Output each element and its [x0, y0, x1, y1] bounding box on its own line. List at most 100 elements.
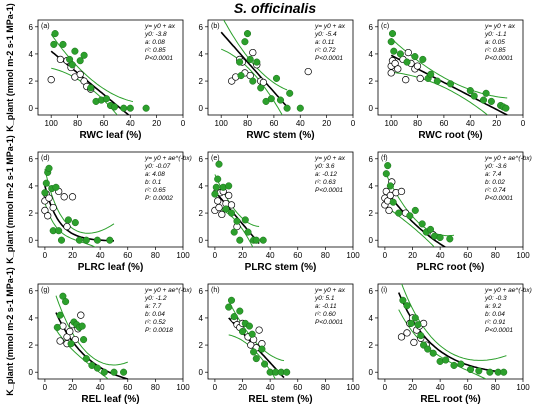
green-data-point [253, 58, 261, 66]
green-data-point [470, 92, 478, 100]
open-data-point [387, 69, 395, 77]
green-data-point [500, 368, 508, 376]
x-tick-label: 80 [491, 251, 500, 260]
open-data-point [76, 70, 84, 78]
green-data-point [106, 236, 114, 244]
fit-line [220, 31, 288, 108]
x-tick-label: 20 [68, 251, 77, 260]
green-data-point [248, 330, 256, 338]
open-data-point [215, 203, 223, 212]
y-tick-label: 4 [29, 314, 34, 323]
y-tick-label: 4 [29, 182, 34, 191]
annotation-line: P<0.0001 [485, 195, 513, 202]
open-data-point [385, 206, 393, 215]
panel-label: (c) [381, 23, 389, 30]
annotation-line: a: 0.08 [145, 39, 165, 46]
green-data-point [258, 345, 266, 353]
x-tick-label: 80 [491, 383, 500, 392]
green-data-point [71, 219, 79, 227]
green-data-point [42, 179, 50, 187]
y-tick-label: 0 [369, 236, 374, 245]
green-data-point [487, 97, 495, 105]
y-tick-label: 0 [199, 368, 204, 377]
green-data-point [52, 183, 60, 191]
green-data-point [384, 162, 392, 170]
green-data-point [296, 104, 304, 112]
open-data-point [56, 55, 65, 64]
green-data-point [227, 209, 236, 217]
green-data-point [389, 198, 397, 206]
green-data-point [237, 72, 245, 80]
x-tick-label: 100 [516, 251, 530, 260]
green-data-point [87, 84, 95, 92]
green-data-point [59, 40, 67, 48]
y-tick-label: 6 [369, 23, 374, 32]
annotation-line: b: 0.04 [145, 311, 165, 318]
ci-lower-line [228, 334, 276, 379]
annotation-line: a: 0.05 [485, 39, 505, 46]
open-data-point [77, 311, 85, 319]
annotation-line: y0: -0.3 [484, 295, 507, 302]
x-axis-label: PLRC root (%) [417, 262, 485, 273]
green-data-point [82, 236, 90, 244]
annotation-line: r²: 0.65 [145, 187, 166, 194]
ci-upper-line [44, 168, 115, 234]
green-data-point [286, 89, 294, 97]
green-data-point [71, 47, 79, 55]
annotation-line: y= y0 + ae^(-bx) [144, 287, 192, 294]
green-data-point [243, 30, 252, 38]
green-data-point [57, 236, 66, 244]
fit-line [384, 188, 447, 247]
green-data-point [403, 302, 411, 310]
open-data-point [410, 338, 418, 347]
fit-line [214, 190, 260, 245]
open-data-point [63, 222, 71, 231]
green-data-point [486, 368, 494, 376]
fit-line [44, 185, 114, 242]
green-data-point [238, 327, 247, 336]
ci-upper-line [55, 295, 128, 366]
fit-group [47, 30, 150, 115]
y-tick-label: 0 [29, 104, 34, 113]
green-data-point [429, 349, 437, 357]
open-data-point [60, 193, 68, 201]
x-tick-label: 100 [346, 251, 360, 260]
x-tick-label: 80 [321, 251, 330, 260]
open-data-point [403, 329, 411, 337]
plot-frame [377, 283, 524, 380]
panel-c: 0 2 4 6 100 80 60 40 20 0 (c) RWC root (%) y= y0 + a… [369, 19, 526, 141]
green-data-point [395, 209, 403, 217]
ci-lower-line [221, 48, 283, 115]
y-axis-label: K_plant (mmol m-2 s-1 MPa-1) [5, 3, 15, 132]
open-data-point [68, 193, 77, 201]
fit-group [41, 164, 115, 247]
ci-upper-line [50, 34, 134, 103]
fit-group [220, 20, 312, 115]
y-tick-label: 2 [29, 209, 34, 218]
annotation-line: r²: 0.85 [485, 47, 506, 54]
green-data-point [78, 322, 86, 330]
y-tick-label: 0 [369, 104, 374, 113]
green-data-point [225, 303, 233, 311]
x-tick-label: 100 [516, 383, 530, 392]
annotation-line: P<0.0001 [485, 327, 513, 334]
green-data-point [403, 58, 411, 66]
x-tick-label: 40 [466, 119, 475, 128]
figure-title: S. officinalis [233, 0, 317, 16]
annotation-line: y= y0 + ax [314, 155, 346, 162]
annotation-line: r²: 0.63 [315, 179, 336, 186]
y-tick-label: 4 [199, 182, 204, 191]
x-tick-label: 100 [385, 119, 399, 128]
green-data-point [424, 345, 432, 353]
fit-group [381, 162, 455, 247]
green-data-point [244, 228, 252, 236]
x-axis-label: REL root (%) [420, 394, 480, 405]
open-data-point [45, 194, 53, 202]
open-data-point [404, 48, 412, 57]
x-tick-label: 40 [126, 119, 135, 128]
green-data-point [387, 38, 395, 46]
